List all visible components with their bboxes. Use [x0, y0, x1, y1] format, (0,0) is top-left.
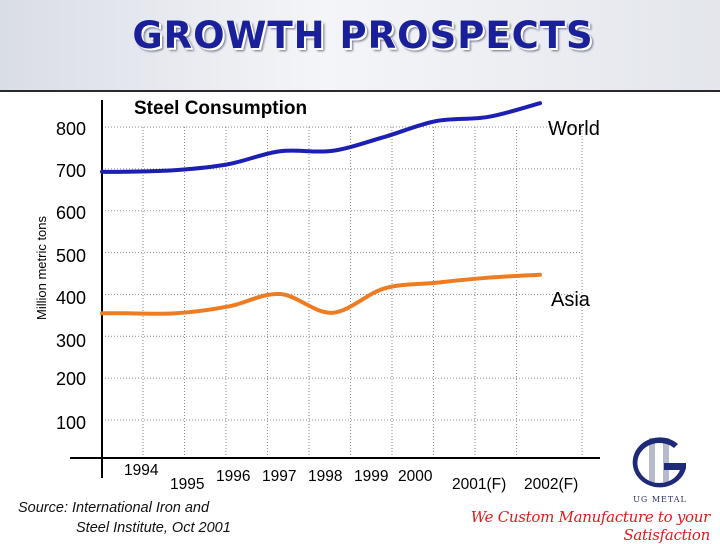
x-tick-label: 2000: [398, 468, 433, 485]
y-axis-label: Million metric tons: [34, 215, 49, 320]
source-note: Source: International Iron and Steel Ins…: [18, 498, 258, 538]
x-tick-label: 2002(F): [524, 476, 578, 493]
y-tick-label: 300: [56, 331, 86, 351]
series-label-asia: Asia: [551, 289, 591, 311]
y-tick-label: 400: [56, 288, 86, 308]
chart-axes: [70, 100, 600, 478]
y-tick-label: 100: [56, 413, 86, 433]
series-label-world: World: [548, 118, 600, 140]
x-tick-label: 1997: [262, 468, 296, 485]
y-tick-label: 600: [56, 203, 86, 223]
x-tick-label: 2001(F): [452, 476, 506, 493]
x-tick-label: 1996: [216, 468, 250, 485]
y-tick-label: 500: [56, 246, 86, 266]
chart-gridlines: [102, 127, 582, 458]
tagline: We Custom Manufacture to your Satisfacti…: [380, 508, 710, 544]
source-line-1: Source: International Iron and: [18, 500, 209, 516]
y-tick-label: 700: [56, 161, 86, 181]
x-tick-label: 1995: [170, 476, 204, 493]
chart-title: Steel Consumption: [134, 98, 307, 119]
x-tick-label: 1999: [354, 468, 388, 485]
x-tick-label: 1994: [124, 462, 159, 479]
chart-labels: 100 200 300 400 500 600 700 800 Million metric t…: [34, 98, 600, 493]
y-tick-label: 200: [56, 369, 86, 389]
y-tick-label: 800: [56, 119, 86, 139]
x-tick-label: 1998: [308, 468, 342, 485]
logo-caption: UG METAL: [628, 495, 692, 504]
source-line-2: Steel Institute, Oct 2001: [18, 518, 258, 538]
chart-series: [102, 103, 540, 314]
ug-logo-icon: [624, 434, 694, 498]
